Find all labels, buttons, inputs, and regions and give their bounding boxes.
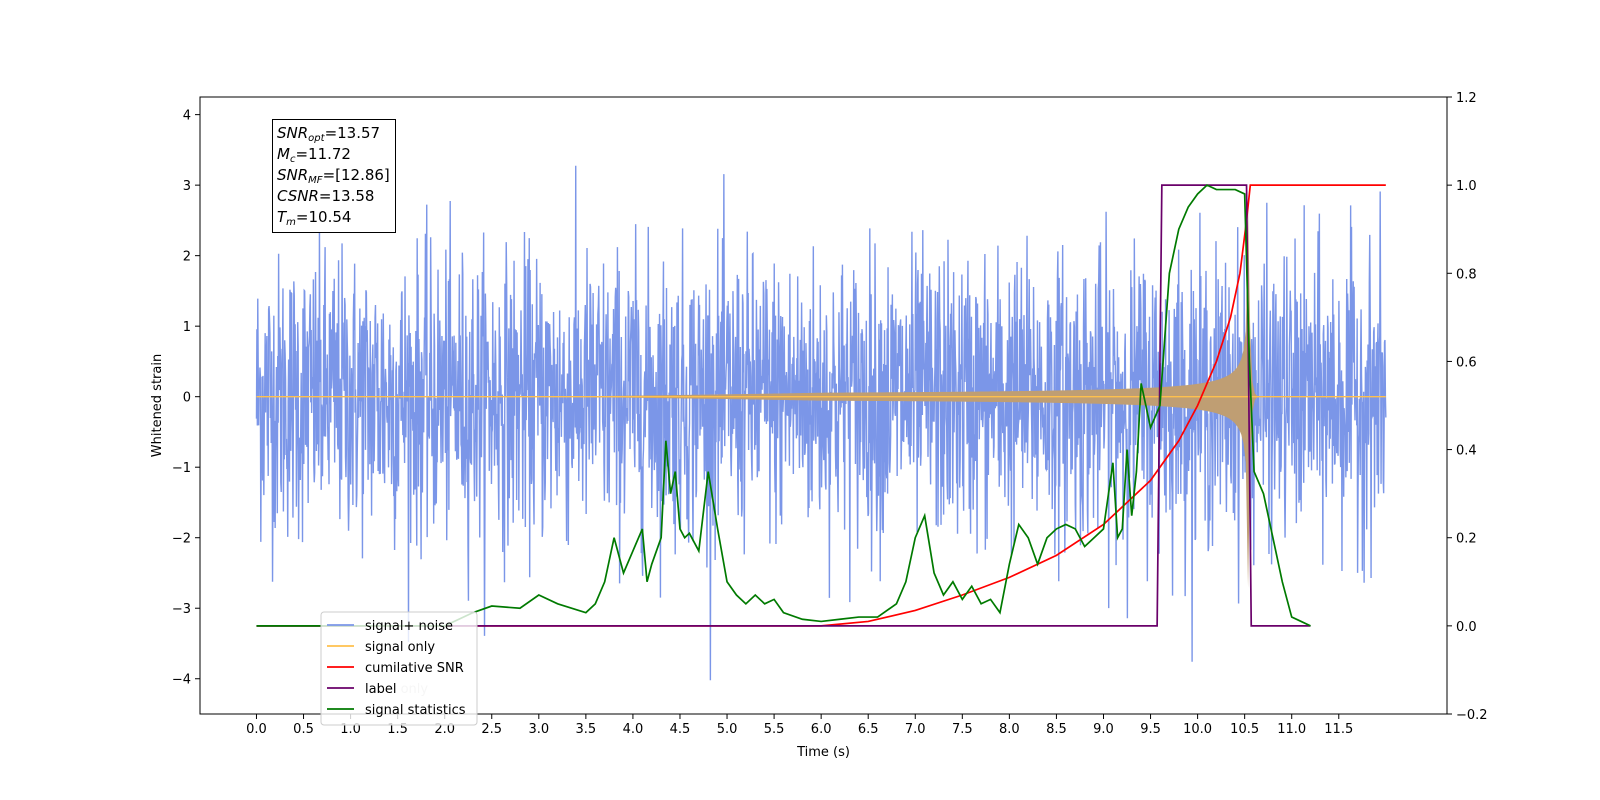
y2-tick-label: 0.8 (1456, 267, 1477, 282)
snr-opt-value: SNRopt=13.57 (277, 124, 381, 144)
y-tick-label: 3 (183, 179, 191, 194)
y2-tick-label: 0.4 (1456, 444, 1477, 459)
y2-tick-label: −0.2 (1456, 708, 1488, 723)
y-tick-label: 4 (183, 109, 191, 124)
x-tick-label: 7.0 (905, 722, 926, 737)
legend-entry-label: label (365, 682, 396, 697)
y-tick-label: −1 (172, 461, 191, 476)
x-tick-label: 11.0 (1277, 722, 1306, 737)
y-tick-label: −3 (172, 602, 191, 617)
series-label (256, 184, 1311, 627)
x-tick-label: 5.0 (717, 722, 738, 737)
snr-mf-value: SNRMF=[12.86] (277, 166, 390, 186)
merger-time-value: Tm=10.54 (277, 208, 352, 228)
legend-entry-label: signal statistics (365, 703, 466, 718)
y-tick-label: 1 (183, 320, 191, 335)
legend-entry-label: cumilative SNR (365, 661, 464, 676)
x-tick-label: 9.0 (1093, 722, 1114, 737)
x-tick-label: 8.5 (1046, 722, 1067, 737)
y-tick-label: 2 (183, 250, 191, 265)
plot-frame (199, 96, 1448, 715)
x-tick-label: 8.0 (999, 722, 1020, 737)
x-tick-label: 3.5 (576, 722, 597, 737)
x-tick-label: 6.0 (811, 722, 832, 737)
y2-tick-label: 0.6 (1456, 355, 1477, 370)
legend-entry-label: signal only (365, 640, 435, 655)
legend-box (320, 611, 478, 726)
x-tick-label: 0.0 (246, 722, 267, 737)
y-tick-label: −4 (172, 673, 191, 688)
x-tick-label: 1.5 (387, 722, 408, 737)
y2-tick-label: 1.2 (1456, 91, 1477, 106)
x-tick-label: 9.5 (1140, 722, 1161, 737)
x-tick-label: 10.0 (1183, 722, 1212, 737)
x-tick-label: 2.0 (434, 722, 455, 737)
y-tick-label: 0 (183, 391, 191, 406)
x-tick-label: 0.5 (293, 722, 314, 737)
series-layer (255, 165, 1387, 681)
y-axis-label: Whitened strain (150, 354, 165, 457)
x-tick-label: 7.5 (952, 722, 973, 737)
y2-tick-label: 0.2 (1456, 532, 1477, 547)
x-tick-label: 6.5 (858, 722, 879, 737)
x-tick-label: 10.5 (1230, 722, 1259, 737)
x-axis-label: Time (s) (796, 745, 850, 760)
x-tick-label: 1.0 (340, 722, 361, 737)
metrics-annotation-box: SNRopt=13.57 Mc=11.72 SNRMF=[12.86] CSNR… (272, 119, 396, 233)
csnr-value: CSNR=13.58 (277, 187, 375, 205)
y2-tick-label: 1.0 (1456, 179, 1477, 194)
chirp-mass-value: Mc=11.72 (277, 145, 351, 165)
x-tick-label: 5.5 (764, 722, 785, 737)
x-tick-label: 2.5 (481, 722, 502, 737)
x-tick-label: 11.5 (1324, 722, 1353, 737)
series-signal-statistics (256, 184, 1311, 627)
series-signal-noise (255, 165, 1387, 681)
y-tick-label: −2 (172, 532, 191, 547)
axes-layer: 0.0 0.5 1.0 1.5 2.0 2.5 3.0 3.5 4.0 4.5 5.0 5.5 6.0 6… (172, 91, 1488, 737)
x-tick-label: 3.0 (528, 722, 549, 737)
x-tick-label: 4.0 (623, 722, 644, 737)
y2-tick-label: 0.0 (1456, 620, 1477, 635)
x-tick-label: 4.5 (670, 722, 691, 737)
legend-entry-label: signal+ noise (365, 619, 453, 634)
